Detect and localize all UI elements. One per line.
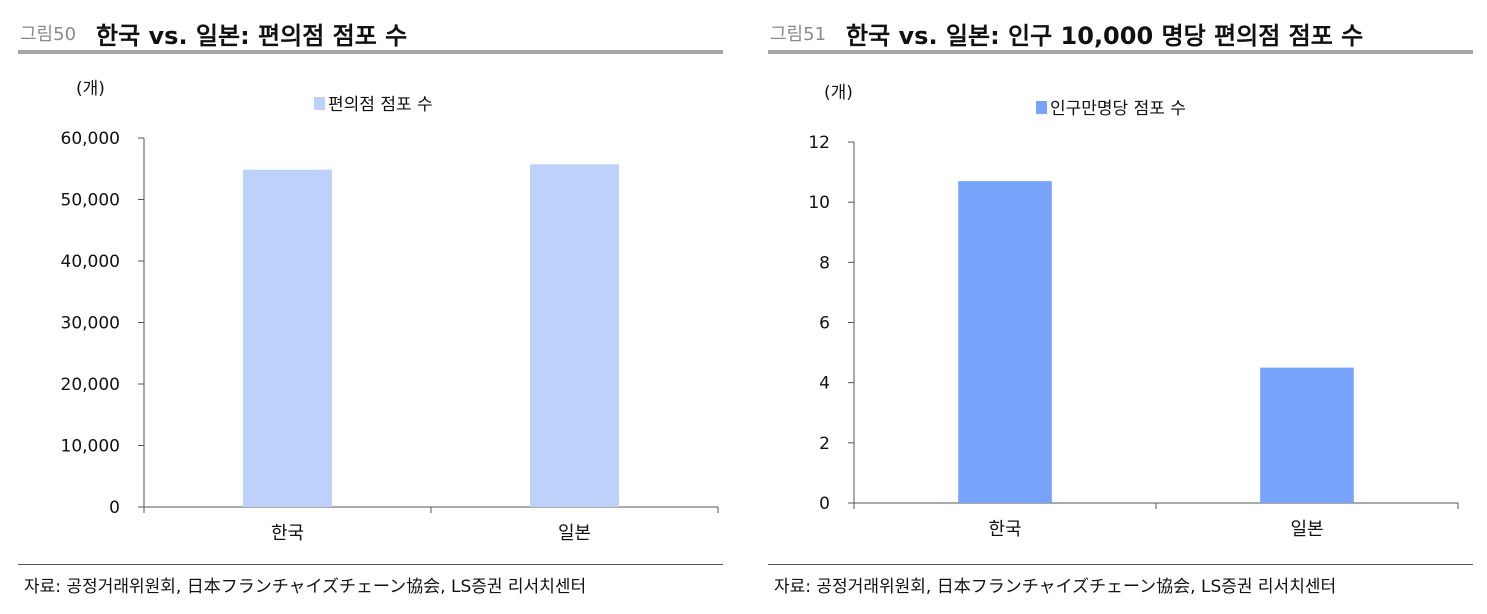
figure-number: 그림51	[770, 24, 827, 45]
bar-chart-stores-per-10000: (개) 인구만명당 점포 수 0 2 4 6 8 10 12 한국 일본	[808, 83, 1459, 540]
source-rule	[18, 564, 723, 565]
bar	[1260, 367, 1354, 503]
figure-title: 한국 vs. 일본: 인구 10,000 명당 편의점 점포 수	[846, 22, 1364, 50]
legend-label: 인구만명당 점포 수	[1050, 99, 1186, 119]
figure-header: 그림50 한국 vs. 일본: 편의점 점포 수	[18, 10, 723, 50]
bar	[243, 169, 332, 507]
y-tick-label: 8	[819, 253, 830, 273]
legend-swatch	[1036, 101, 1047, 114]
figure-51-panel: 그림51 한국 vs. 일본: 인구 10,000 명당 편의점 점포 수 (개…	[768, 0, 1473, 614]
legend-label: 편의점 점포 수	[328, 95, 433, 115]
x-tick-label: 일본	[1290, 519, 1323, 540]
y-tick-label: 12	[808, 133, 830, 153]
figure-title: 한국 vs. 일본: 편의점 점포 수	[96, 22, 408, 50]
figure-number: 그림50	[20, 24, 77, 45]
y-tick-label: 60,000	[61, 129, 120, 149]
source-note: 자료: 공정거래위원회, 日本フランチャイズチェーン協会, LS증권 리서치센터	[24, 577, 587, 597]
y-tick-label: 40,000	[61, 252, 120, 272]
bar	[958, 181, 1052, 503]
y-unit-label: (개)	[76, 79, 105, 99]
figure-header: 그림51 한국 vs. 일본: 인구 10,000 명당 편의점 점포 수	[768, 10, 1473, 50]
y-tick-label: 50,000	[61, 191, 120, 211]
x-tick-label: 한국	[271, 523, 304, 544]
y-tick-label: 20,000	[61, 375, 120, 395]
y-tick-label: 6	[819, 314, 830, 334]
bar-chart-store-count: (개) 편의점 점포 수 0 10,000 20,000 30,000 40,000 50,0…	[61, 79, 719, 544]
source-rule	[768, 564, 1473, 565]
y-tick-label: 0	[109, 498, 120, 518]
title-rule	[18, 50, 723, 54]
y-tick-label: 30,000	[61, 314, 120, 334]
y-unit-label: (개)	[824, 83, 853, 103]
x-tick-label: 한국	[988, 519, 1021, 540]
figure-50-panel: 그림50 한국 vs. 일본: 편의점 점포 수 (개) 편의점 점포 수 0 10,…	[18, 0, 723, 614]
legend-swatch	[314, 97, 325, 110]
bar	[530, 164, 619, 507]
title-rule	[768, 50, 1473, 54]
y-tick-label: 2	[819, 434, 830, 454]
y-tick-label: 10,000	[61, 437, 120, 457]
y-tick-label: 4	[819, 374, 830, 394]
source-note: 자료: 공정거래위원회, 日本フランチャイズチェーン協会, LS증권 리서치센터	[774, 577, 1337, 597]
y-tick-label: 0	[819, 494, 830, 514]
y-tick-label: 10	[808, 193, 830, 213]
x-tick-label: 일본	[558, 523, 591, 544]
